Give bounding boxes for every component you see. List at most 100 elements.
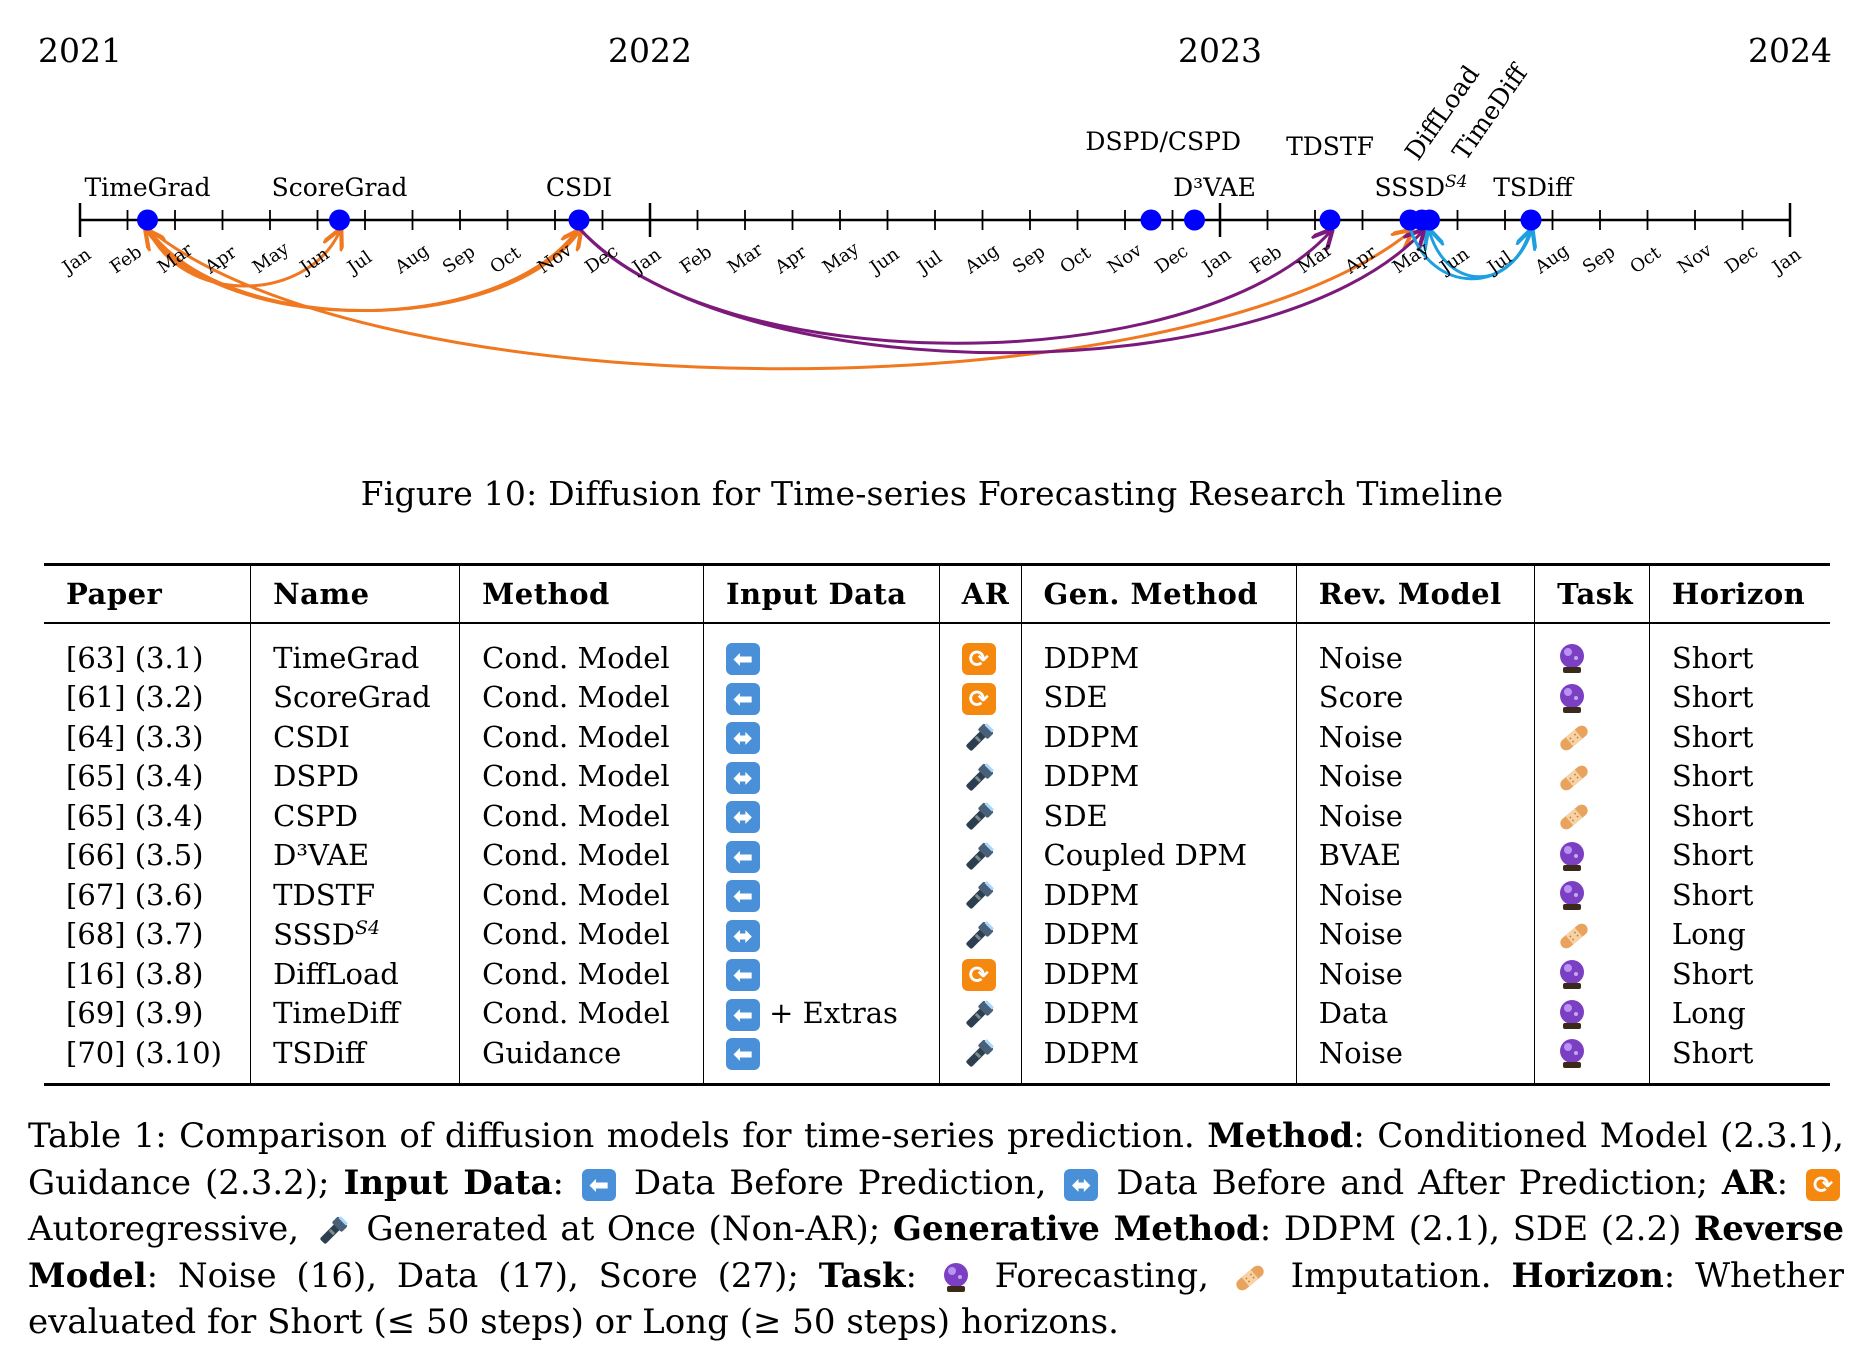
cell-method: Cond. Model	[459, 717, 704, 757]
bandage-icon	[1557, 917, 1591, 951]
month-label: Jan	[1767, 244, 1805, 280]
cell-rev-model: Noise	[1295, 756, 1535, 796]
cell-input: ⬅	[702, 1033, 940, 1084]
cell-paper: [65] (3.4)	[66, 759, 204, 794]
cell-paper: [64] (3.3)	[66, 719, 204, 754]
paper-label: ScoreGrad	[272, 173, 408, 202]
header-ar: AR	[938, 564, 1022, 623]
repeat-arrows-icon: ⟳	[961, 959, 996, 992]
cell-rev-model: Noise	[1295, 875, 1535, 915]
cell-ar	[938, 756, 1022, 796]
cell-ar	[938, 875, 1022, 915]
cell-task	[1534, 835, 1650, 875]
caption-bold-rev: Reverse Model	[28, 1209, 1845, 1296]
caption-bold-ar: AR	[1721, 1162, 1777, 1203]
cell-paper: [70] (3.10)	[66, 1035, 222, 1070]
cell-paper: [69] (3.9)	[66, 996, 204, 1031]
month-label: Oct	[486, 242, 525, 278]
cell-gen-method: SDE	[1020, 677, 1297, 717]
cell-method: Cond. Model	[459, 914, 704, 954]
cell-name: TimeDiff	[250, 993, 460, 1033]
paper-dot	[329, 209, 350, 231]
crystal-ball-icon	[1557, 877, 1587, 911]
flashlight-icon	[962, 1035, 996, 1069]
flashlight-icon	[962, 917, 996, 951]
cell-input: ⬌	[702, 914, 940, 954]
paper-dot	[1419, 209, 1440, 231]
cell-rev-model: Noise	[1295, 954, 1535, 994]
header-name: Name	[250, 564, 460, 623]
cell-rev-model: Score	[1295, 677, 1535, 717]
left-arrow-icon: ⬅	[725, 643, 760, 676]
crystal-ball-icon	[1557, 1035, 1587, 1069]
left-right-arrow-icon: ⬌	[725, 761, 760, 794]
caption-text: Generated at Once (Non-AR);	[353, 1209, 893, 1249]
cell-ar	[938, 796, 1022, 836]
cell-ar	[938, 835, 1022, 875]
timeline-links	[148, 228, 1532, 371]
crystal-ball-icon	[1557, 680, 1587, 714]
timeline-dots	[137, 209, 1542, 231]
month-label: Aug	[391, 240, 433, 278]
cell-horizon: Short	[1648, 623, 1830, 678]
citation-link	[148, 228, 581, 313]
cell-method: Cond. Model	[459, 623, 704, 678]
table-row: [68] (3.7) SSSDS4 Cond. Model ⬌ DDPM Noise Lon…	[44, 914, 1830, 954]
cell-name: TDSTF	[250, 875, 460, 915]
cell-paper: [67] (3.6)	[66, 877, 204, 912]
cell-task	[1534, 677, 1650, 717]
left-arrow-icon: ⬅	[581, 1168, 616, 1201]
flashlight-icon	[312, 1209, 354, 1249]
cell-method: Cond. Model	[459, 954, 704, 994]
cell-horizon: Long	[1648, 914, 1830, 954]
cell-gen-method: SDE	[1020, 796, 1297, 836]
month-label: Dec	[1721, 241, 1762, 278]
bandage-icon	[1557, 798, 1591, 832]
cell-name: CSDI	[250, 717, 460, 757]
cell-rev-model: Noise	[1295, 1033, 1535, 1084]
caption-text: Data Before Prediction,	[619, 1162, 1061, 1203]
paper-label: D³VAE	[1173, 173, 1256, 202]
caption-text: Imputation.	[1270, 1255, 1512, 1296]
cell-ar	[938, 1033, 1022, 1084]
caption-text: Table 1: Comparison of diffusion models …	[28, 1116, 1208, 1156]
caption-bold-task: Task	[818, 1255, 906, 1296]
caption-text: Forecasting,	[974, 1255, 1229, 1296]
cell-horizon: Long	[1648, 993, 1830, 1033]
figure-caption: Figure 10: Diffusion for Time-series For…	[360, 474, 1504, 513]
cell-ar: ⟳	[938, 954, 1022, 994]
crystal-ball-icon	[1557, 640, 1587, 674]
crystal-ball-icon	[1557, 838, 1587, 872]
flashlight-icon	[962, 996, 996, 1030]
caption-text: :	[552, 1162, 578, 1203]
table-row: [63] (3.1) TimeGrad Cond. Model ⬅ ⟳ DDPM Noise…	[44, 623, 1830, 678]
month-label: Sep	[1009, 241, 1049, 278]
header-task: Task	[1534, 564, 1650, 623]
caption-text: :	[1776, 1162, 1802, 1203]
month-label: Jun	[865, 243, 904, 279]
comparison-table: Paper Name Method Input Data AR Gen. Method Re…	[44, 563, 1830, 1086]
table-row: [65] (3.4) DSPD Cond. Model ⬌ DDPM Noise Short	[44, 756, 1830, 796]
cell-input: ⬅	[702, 623, 940, 678]
flashlight-icon	[962, 838, 996, 872]
cell-paper: [16] (3.8)	[66, 956, 204, 991]
header-method: Method	[459, 564, 704, 623]
month-label: May	[249, 238, 294, 278]
month-label: Sep	[439, 241, 479, 278]
year-label: 2022	[608, 31, 692, 70]
paper-dot	[1520, 209, 1542, 231]
table-body: [63] (3.1) TimeGrad Cond. Model ⬅ ⟳ DDPM Noise…	[44, 623, 1830, 1084]
research-timeline: Jan Feb Mar Apr May Jun Jul Aug Sep Oct Nov Dec Jan F…	[38, 31, 1832, 371]
cell-horizon: Short	[1648, 717, 1830, 757]
month-label: Feb	[106, 242, 146, 279]
citation-link	[577, 228, 1330, 345]
month-label: Nov	[534, 239, 577, 278]
month-label: Aug	[1531, 240, 1573, 278]
cell-horizon: Short	[1648, 954, 1830, 994]
cell-horizon: Short	[1648, 875, 1830, 915]
paper-dot	[1399, 209, 1421, 231]
cell-ar	[938, 914, 1022, 954]
month-label: Sep	[1579, 241, 1619, 278]
paper-label: TSDiff	[1493, 173, 1575, 202]
cell-gen-method: DDPM	[1020, 954, 1297, 994]
